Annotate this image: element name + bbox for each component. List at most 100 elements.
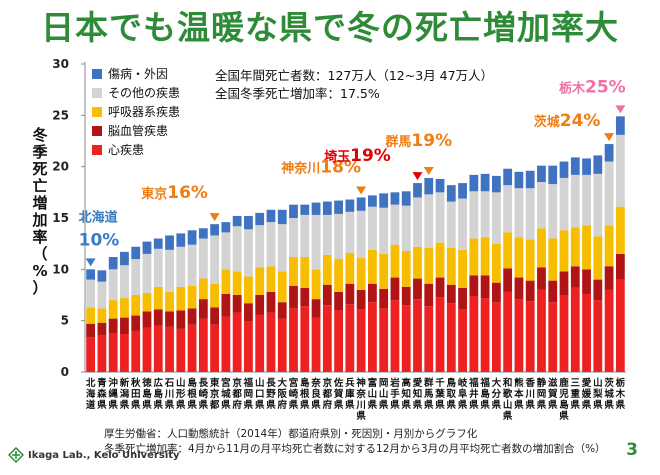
bar-segment — [334, 200, 343, 214]
bar-segment — [379, 207, 389, 254]
bar-segment — [300, 204, 310, 215]
bar-segment — [334, 291, 343, 311]
bar-segment — [289, 257, 298, 286]
bar-segment — [165, 326, 174, 372]
x-tick-label: 長野県 — [266, 378, 276, 411]
bar-segment — [232, 295, 242, 313]
bar-segment — [289, 218, 298, 258]
bar-segment — [446, 185, 456, 202]
bar-segment — [244, 229, 253, 277]
bar-segment — [289, 308, 298, 372]
annotation-marker — [615, 105, 626, 114]
x-tick-label: 福岡県 — [243, 377, 254, 411]
annotation-name: 茨城24% — [534, 111, 601, 131]
x-tick-label: 岩手県 — [389, 377, 400, 411]
bar-segment — [458, 309, 467, 372]
bar-segment — [300, 306, 310, 372]
bar-segment — [345, 304, 355, 372]
bar-segment — [120, 334, 129, 372]
annotation-name: 群馬19% — [385, 131, 452, 151]
x-tick-label: 大阪府 — [277, 377, 287, 411]
bar-segment — [176, 328, 186, 372]
bar-segment — [165, 291, 174, 312]
bar-segment — [142, 327, 152, 372]
bar-segment — [198, 238, 208, 279]
bar-segment — [424, 283, 434, 307]
annotation-marker — [209, 213, 220, 222]
x-tick-label: 島根県 — [300, 377, 310, 411]
bar-segment — [153, 286, 163, 310]
footnote-definition: 冬季死亡増加率：4月から11月の月平均死亡者数に対する12月から3月の月平均死亡… — [104, 443, 606, 455]
bar-segment — [221, 293, 231, 317]
bar-segment — [311, 317, 321, 372]
bar-segment — [413, 299, 422, 372]
footnote-source: 厚生労働省：人口動態統計（2014年）都道府県別・死因別・月別からグラフ化 — [104, 428, 478, 440]
bar-segment — [198, 278, 208, 300]
bar-segment — [266, 312, 276, 372]
bar-segment — [198, 228, 208, 239]
bar-segment — [435, 242, 445, 278]
bar-segment — [345, 252, 355, 284]
bar-segment — [266, 209, 276, 223]
bar-segment — [255, 295, 265, 315]
annotation-name: 栃木25% — [559, 77, 626, 97]
bar-segment — [142, 241, 152, 254]
legend-swatch — [92, 88, 102, 98]
x-tick-label: 山梨県 — [592, 377, 603, 411]
bar-segment — [480, 275, 490, 299]
bar-segment — [424, 177, 434, 195]
bar-segment — [379, 193, 389, 208]
ikaga-lab-logo-icon — [8, 447, 24, 463]
bar-segment — [458, 249, 467, 288]
bar-segment — [210, 224, 220, 236]
bar-segment — [503, 291, 513, 372]
x-tick-label: 福井県 — [468, 377, 479, 411]
bar-segment — [514, 237, 524, 278]
bar-segment — [266, 222, 276, 267]
bar-segment — [368, 249, 377, 284]
bar-segment — [582, 269, 591, 294]
bar-segment — [97, 270, 107, 282]
bar-segment — [401, 205, 411, 251]
bar-segment — [446, 303, 456, 372]
bar-segment — [142, 292, 152, 312]
bar-segment — [289, 285, 298, 309]
bar-segment — [232, 271, 242, 295]
x-tick-label: 滋賀県 — [547, 377, 558, 411]
bar-segment — [615, 253, 625, 280]
bar-segment — [424, 194, 434, 248]
bar-segment — [210, 324, 220, 372]
bar-segment — [458, 198, 467, 250]
bar-segment — [480, 298, 490, 372]
bar-segment — [480, 173, 490, 192]
x-tick-label: 広島県 — [154, 377, 164, 411]
x-tick-label: 高知県 — [400, 377, 411, 411]
x-tick-label: 和歌山県 — [502, 377, 513, 422]
bar-segment — [86, 323, 96, 338]
bar-segment — [525, 239, 535, 281]
bar-segment — [153, 325, 163, 372]
bar-segment — [131, 295, 141, 316]
x-tick-label: 沖縄県 — [108, 377, 118, 411]
bar-segment — [153, 238, 163, 249]
x-tick-label: 山形県 — [176, 377, 186, 411]
y-tick-label: 5 — [61, 314, 69, 328]
bar-segment — [277, 318, 287, 372]
annotation-marker — [423, 166, 434, 175]
bar-segment — [221, 316, 231, 372]
bar-segment — [198, 318, 208, 372]
annotation-marker — [412, 172, 423, 181]
bar-segment — [435, 297, 445, 372]
bar-segment — [131, 330, 141, 372]
bar-segment — [570, 157, 580, 175]
bar-segment — [582, 158, 591, 175]
legend-label: 呼吸器系疾患 — [108, 104, 180, 119]
bar-segment — [97, 281, 107, 309]
x-tick-label: 長崎県 — [199, 378, 209, 411]
bar-segment — [401, 305, 411, 372]
bar-segment — [86, 279, 96, 308]
bar-segment — [604, 289, 614, 372]
bar-segment — [514, 188, 524, 238]
bar-segment — [255, 212, 265, 226]
page-number: 3 — [626, 440, 638, 460]
